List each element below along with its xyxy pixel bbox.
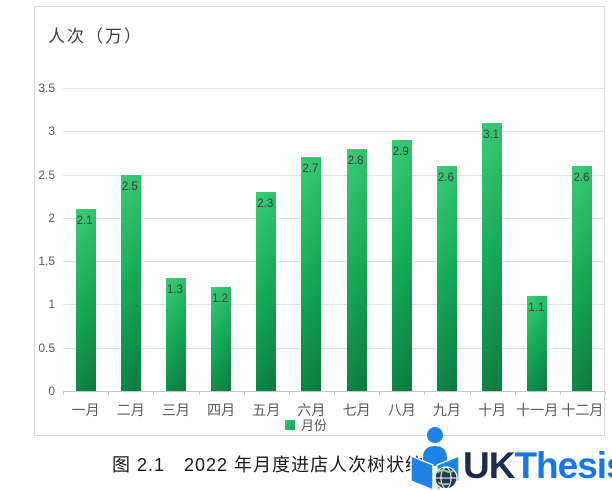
chart-legend: 月份 <box>285 415 327 434</box>
y-axis-tick-label: 1.5 <box>38 254 55 269</box>
gridline <box>63 174 605 176</box>
x-axis-tick <box>379 391 381 395</box>
y-axis-tick-label: 0 <box>48 384 55 398</box>
bar-四月 <box>211 287 232 391</box>
bar-十二月 <box>572 165 593 391</box>
ukthesis-logo: UKThesis <box>410 424 612 490</box>
y-axis-tick-label: 3 <box>48 124 55 139</box>
bar-value-label: 2.6 <box>573 171 590 184</box>
bar-六月 <box>301 157 322 391</box>
logo-text: UKThesis <box>463 446 612 486</box>
x-axis-tick <box>108 391 110 395</box>
bar-value-label: 2.6 <box>437 171 454 184</box>
x-axis-tick <box>198 391 200 395</box>
figure-caption: 图 2.1 2022 年月度进店人次树状统 <box>112 455 425 475</box>
bar-value-label: 2.5 <box>121 180 138 193</box>
gridline <box>63 261 605 263</box>
x-axis-tick-label: 九月 <box>432 404 461 419</box>
bar-八月 <box>391 139 412 391</box>
x-axis-tick-label: 十一月 <box>516 404 559 419</box>
gridline <box>63 217 605 219</box>
x-axis-tick <box>559 391 561 395</box>
y-axis-tick-label: 0.5 <box>38 340 55 355</box>
logo-text-thesis: Thesis <box>514 445 612 486</box>
x-axis-tick-label: 三月 <box>161 404 190 419</box>
plot-area: 0 0.5 1 1.5 2 2.5 3 3.5 2.1 一月 2.5 二月 1.3 三月 1.2 四月 2.3 五… <box>35 7 606 435</box>
bar-二月 <box>120 174 141 391</box>
bar-十月 <box>482 122 503 391</box>
x-axis-tick-label: 十二月 <box>561 404 604 419</box>
bar-value-label: 2.7 <box>302 163 319 176</box>
x-axis-tick <box>243 391 245 395</box>
x-axis-tick <box>605 391 606 395</box>
bar-value-label: 1.3 <box>166 284 183 297</box>
x-axis-tick-label: 四月 <box>207 404 236 419</box>
legend-swatch-icon <box>285 419 295 430</box>
bar-九月 <box>436 165 457 391</box>
reader-book-globe-icon <box>410 427 460 490</box>
gridline <box>63 347 605 349</box>
bar-一月 <box>75 209 96 391</box>
y-axis-tick-label: 3.5 <box>38 81 55 95</box>
bar-三月 <box>165 278 186 391</box>
chart-title: 人次（万） <box>48 27 143 46</box>
bar-value-label: 2.3 <box>257 197 274 210</box>
x-axis-tick-label: 二月 <box>116 404 145 419</box>
x-axis-tick <box>424 391 426 395</box>
bar-五月 <box>256 191 277 391</box>
bar-chart: 人次（万） 0 0.5 1 1.5 2 2.5 3 3.5 2.1 一月 2.5 二月 1.3 三月 1.2… <box>34 6 606 436</box>
x-axis-tick-label: 五月 <box>252 404 281 419</box>
x-axis-tick <box>63 391 64 395</box>
bar-value-label: 2.1 <box>76 215 93 228</box>
y-axis-tick-label: 2.5 <box>38 167 55 182</box>
gridline <box>63 131 605 133</box>
logo-text-uk: UK <box>463 445 515 486</box>
bar-七月 <box>346 148 367 391</box>
gridline <box>63 88 605 89</box>
x-axis-tick-label: 七月 <box>342 404 371 419</box>
bar-value-label: 2.8 <box>347 154 364 167</box>
x-axis-tick-label: 十月 <box>478 404 507 419</box>
gridline <box>63 304 605 306</box>
x-axis-tick <box>469 391 471 395</box>
x-axis-tick <box>153 391 155 395</box>
bar-value-label: 2.9 <box>392 145 409 158</box>
legend-label: 月份 <box>301 418 328 433</box>
x-axis-tick-label: 八月 <box>387 404 416 419</box>
x-axis-tick-label: 一月 <box>71 404 100 419</box>
x-axis-tick <box>288 391 290 395</box>
bar-value-label: 3.1 <box>483 128 500 141</box>
x-axis-tick <box>334 391 335 395</box>
bar-value-label: 1.2 <box>212 293 229 306</box>
y-axis-tick-label: 1 <box>48 297 55 312</box>
bar-十一月 <box>527 295 548 391</box>
x-axis-tick <box>514 391 516 395</box>
x-axis-tick-label: 六月 <box>297 404 326 419</box>
y-axis-tick-label: 2 <box>48 210 55 225</box>
globe-icon <box>434 466 458 490</box>
bar-value-label: 1.1 <box>528 301 545 314</box>
